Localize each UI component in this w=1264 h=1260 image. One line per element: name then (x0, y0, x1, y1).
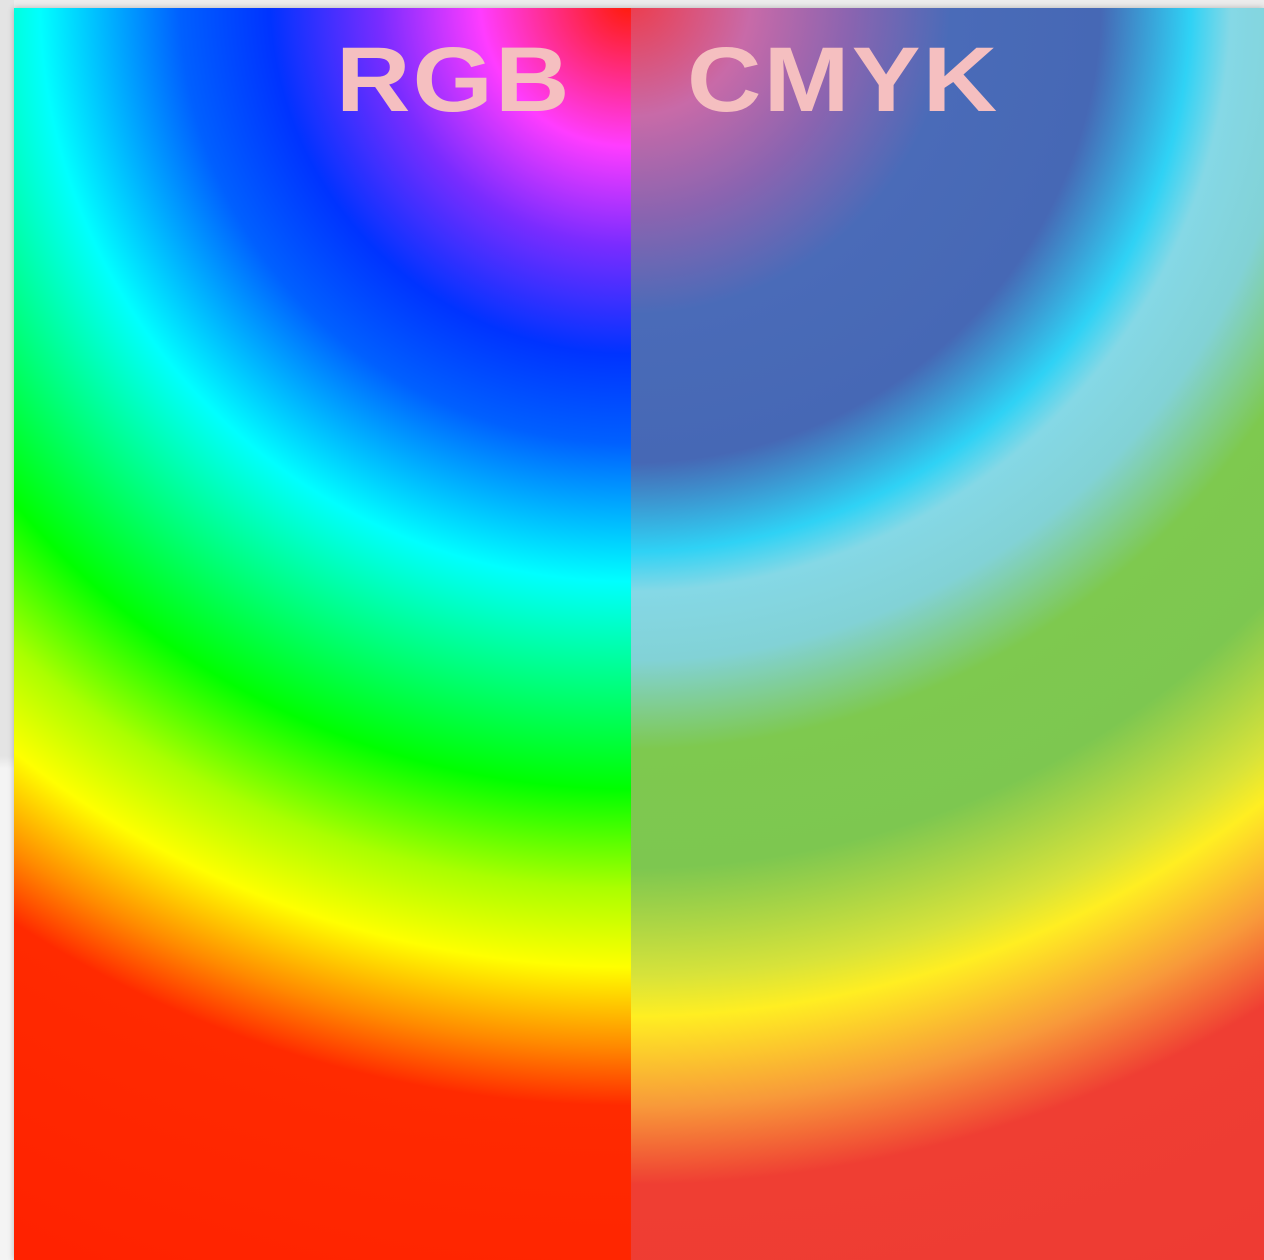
rgb-gradient-panel: RGB (14, 8, 631, 1260)
cmyk-label: CMYK (687, 29, 1000, 131)
rgb-label: RGB (336, 29, 572, 131)
color-space-comparison-figure: RGB CMYK (14, 8, 1264, 1260)
backdrop-top (0, 0, 1264, 8)
backdrop-left (0, 0, 14, 1260)
cmyk-gradient-panel: CMYK (631, 8, 1264, 1260)
